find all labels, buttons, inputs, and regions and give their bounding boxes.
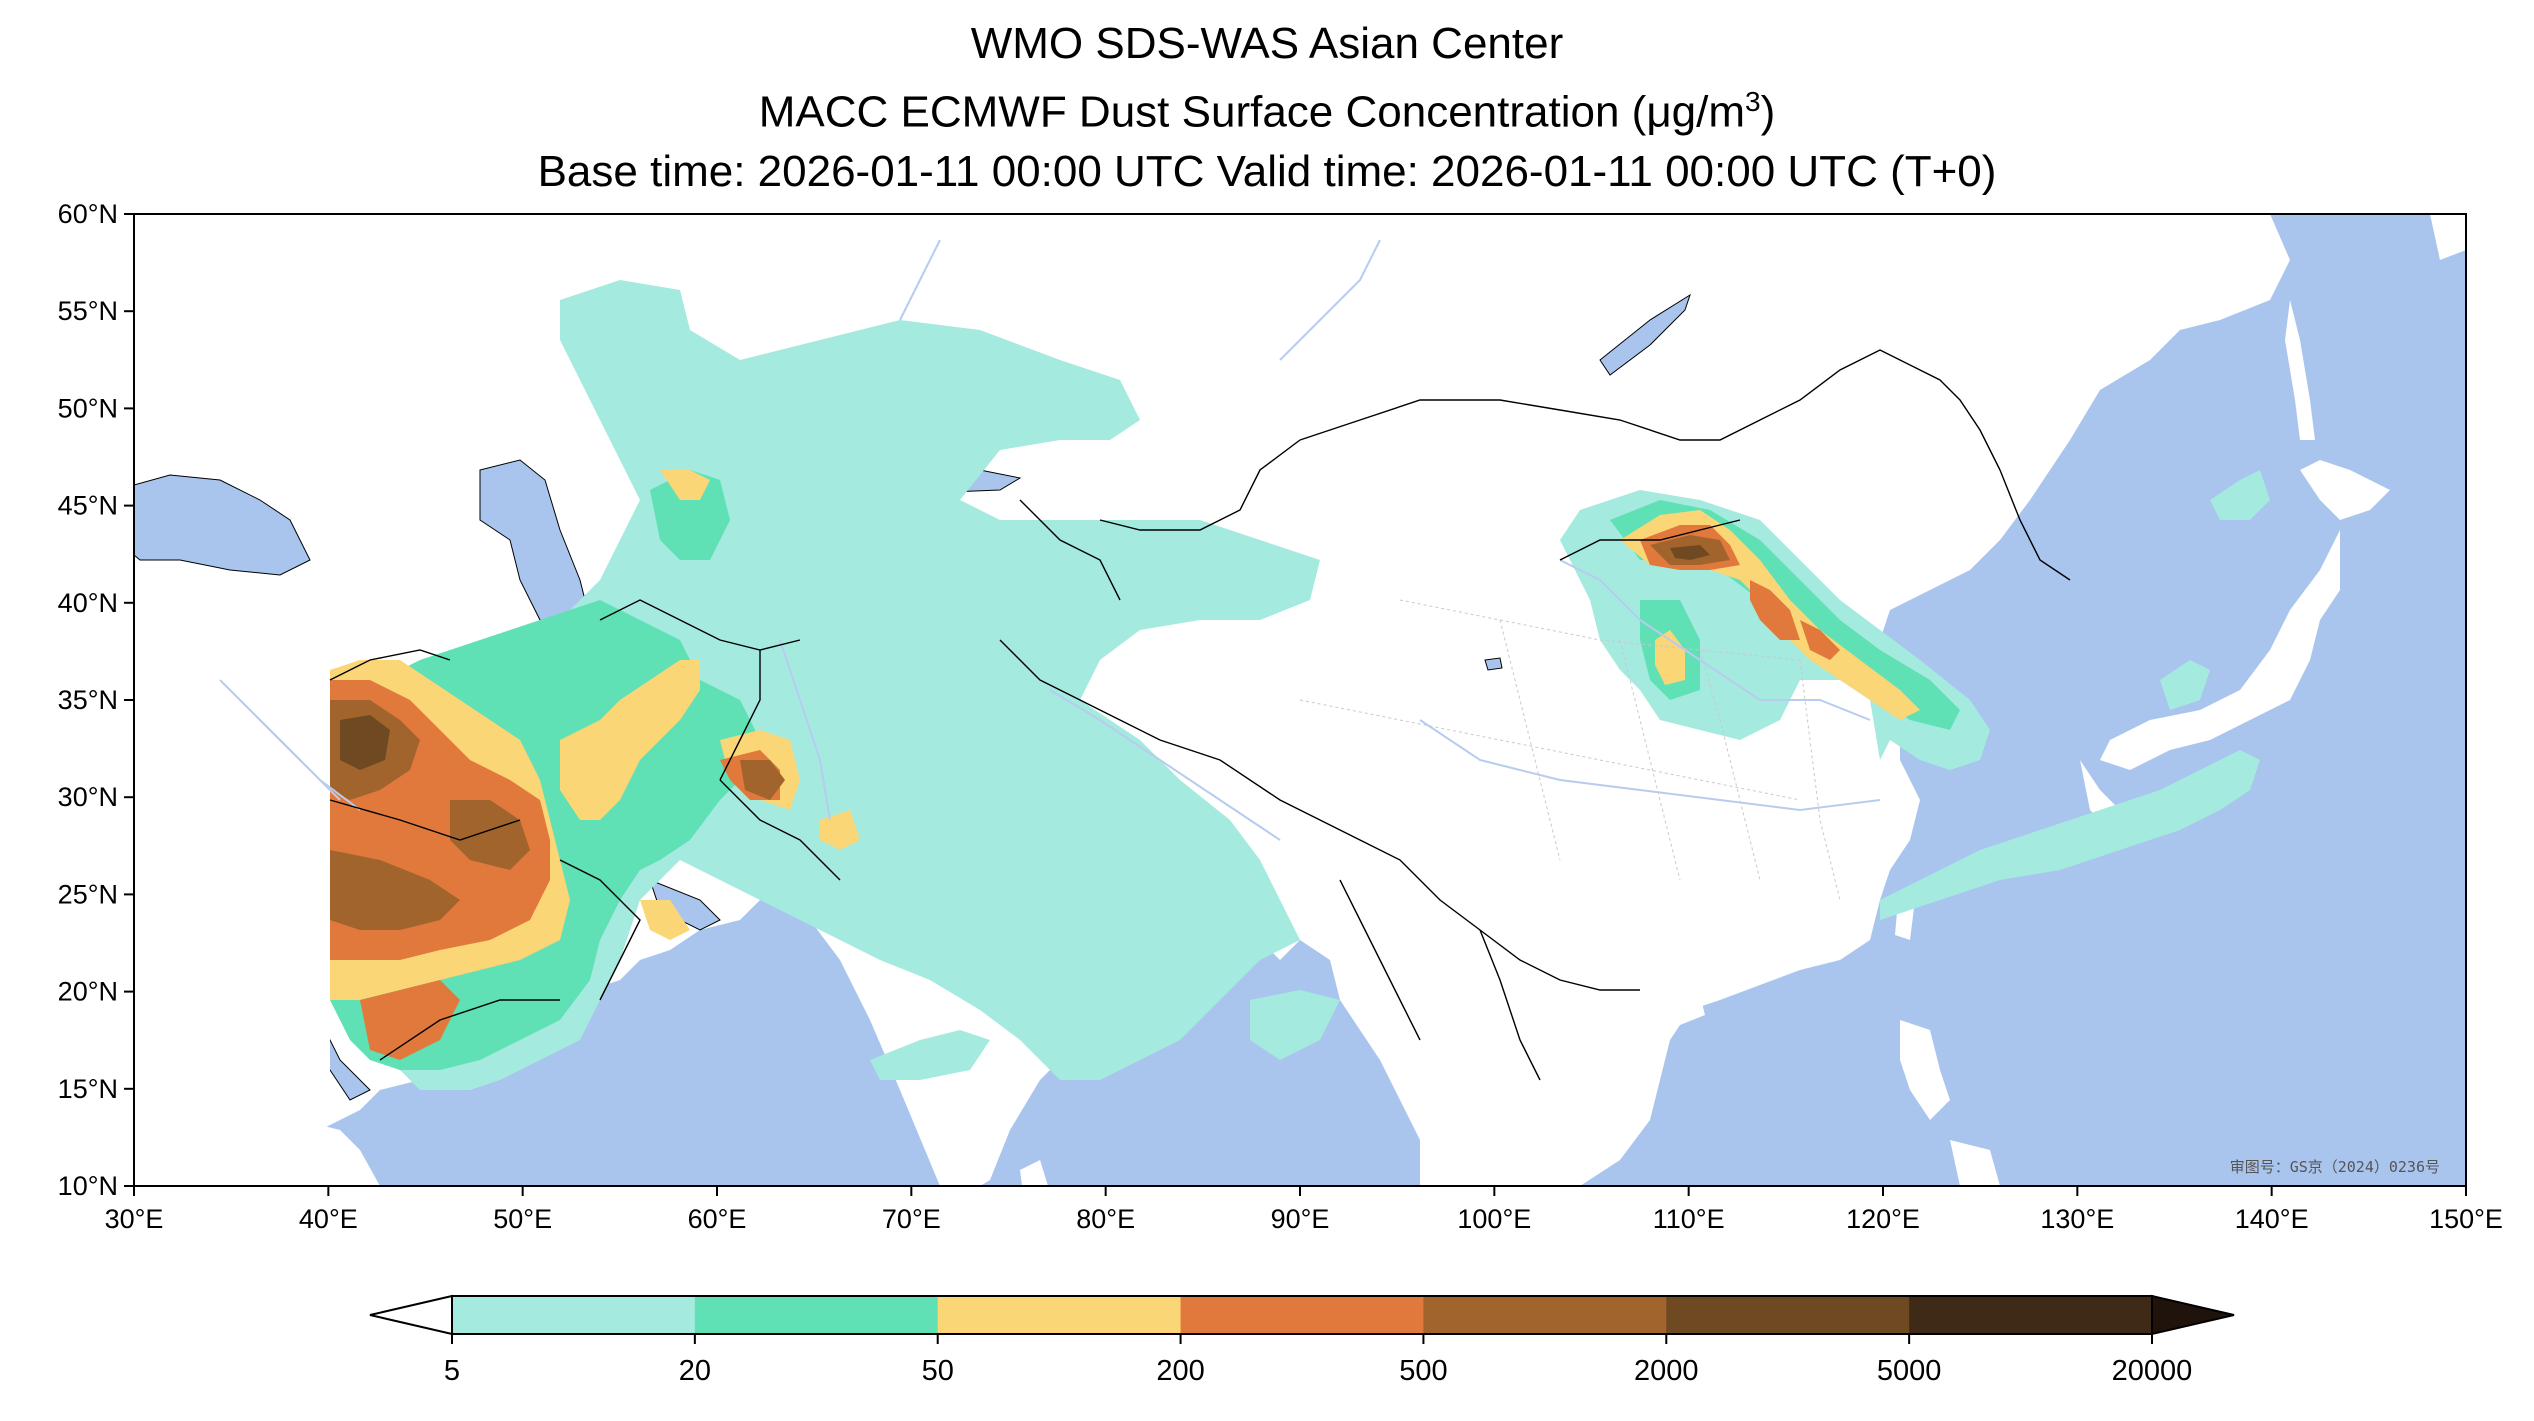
lon-tick-label: 90°E: [1271, 1204, 1330, 1234]
colorbar-level-label: 50: [922, 1355, 954, 1387]
lat-tick-label: 15°N: [58, 1074, 118, 1104]
lon-tick-label: 70°E: [882, 1204, 941, 1234]
title-2-unit: μg/m: [1646, 87, 1746, 137]
latitude-axis: 60°N 55°N 50°N 45°N 40°N 35°N 30°N 25°N 20°N 15°N…: [58, 199, 134, 1201]
japan-honshu: [2100, 530, 2340, 770]
lat-tick-label: 60°N: [58, 199, 118, 229]
lon-tick-label: 110°E: [1653, 1204, 1725, 1234]
africa-horn: [134, 1000, 380, 1186]
colorbar-level-label: 20000: [2112, 1355, 2193, 1387]
map-area: [134, 214, 2466, 1186]
rivers: [219, 239, 1881, 841]
lon-tick-label: 50°E: [493, 1204, 552, 1234]
lat-tick-label: 55°N: [58, 296, 118, 326]
title-2-prefix: MACC ECMWF Dust Surface Concentration (: [758, 87, 1647, 137]
kamchatka: [2430, 214, 2466, 260]
colorbar-bin: [452, 1296, 696, 1334]
colorbar-bin: [937, 1296, 1182, 1334]
lat-tick-label: 35°N: [58, 685, 118, 715]
lat-tick-label: 30°N: [58, 782, 118, 812]
country-borders: [329, 349, 2071, 1081]
colorbar-bin: [1423, 1296, 1667, 1334]
colorbar: 5 20 50 200 500 2000 5000 20000: [369, 1294, 2235, 1387]
colorbar-level-label: 500: [1399, 1355, 1447, 1387]
black-sea: [134, 474, 311, 576]
lon-tick-label: 80°E: [1076, 1204, 1135, 1234]
colorbar-over-extension: [2151, 1294, 2235, 1336]
lat-tick-label: 25°N: [58, 879, 118, 909]
japan-hokkaido: [2300, 460, 2390, 520]
lat-tick-label: 50°N: [58, 393, 118, 423]
chart-title-line-1: WMO SDS-WAS Asian Center: [970, 19, 1564, 68]
hainan: [1670, 995, 1705, 1025]
chart-title-line-2: MACC ECMWF Dust Surface Concentration (μ…: [0, 88, 2534, 135]
colorbar-under-extension: [369, 1294, 453, 1336]
sakhalin: [2285, 300, 2315, 440]
lon-tick-label: 60°E: [688, 1204, 747, 1234]
approval-number: 审图号：GS京（2024）0236号: [2230, 1158, 2440, 1176]
lon-tick-label: 40°E: [299, 1204, 358, 1234]
lon-tick-label: 150°E: [2429, 1204, 2503, 1234]
philippines-south: [1950, 1140, 2000, 1186]
colorbar-level-label: 2000: [1634, 1355, 1699, 1387]
lat-tick-label: 45°N: [58, 491, 118, 521]
dust-field: [134, 280, 2270, 1090]
colorbar-level-label: 200: [1156, 1355, 1204, 1387]
title-2-suffix: ): [1760, 87, 1776, 137]
colorbar-level-label: 5000: [1877, 1355, 1942, 1387]
colorbar-bin: [1180, 1296, 1424, 1334]
colorbar-bin: [1909, 1296, 2153, 1334]
colorbar-bin: [1666, 1296, 1910, 1334]
province-boundaries: [1299, 599, 1841, 901]
sri-lanka: [1020, 1160, 1048, 1186]
lon-tick-label: 130°E: [2040, 1204, 2114, 1234]
qinghai-lake: [1484, 657, 1503, 671]
domain-edge-mask-2: [134, 620, 180, 1090]
colorbar-frame: [451, 1295, 2153, 1335]
lon-tick-label: 100°E: [1457, 1204, 1531, 1234]
lat-tick-label: 40°N: [58, 588, 118, 618]
lat-tick-label: 10°N: [58, 1171, 118, 1201]
colorbar-level-label: 20: [679, 1355, 711, 1387]
colorbar-bin: [694, 1296, 939, 1334]
lake-baikal: [1599, 293, 1691, 376]
title-2-superscript: 3: [1745, 86, 1761, 117]
lon-tick-label: 140°E: [2235, 1204, 2309, 1234]
lat-tick-label: 20°N: [58, 977, 118, 1007]
dust-level-2000-5000: [340, 545, 1710, 770]
colorbar-level-label: 5: [444, 1355, 460, 1387]
chart-title-line-3: Base time: 2026-01-11 00:00 UTC Valid ti…: [537, 147, 1997, 196]
lon-tick-label: 30°E: [105, 1204, 164, 1234]
longitude-axis: 30°E 40°E 50°E 60°E 70°E 80°E 90°E 100°E 110°E 12…: [105, 1186, 2503, 1234]
lon-tick-label: 120°E: [1846, 1204, 1920, 1234]
philippines-luzon: [1900, 1020, 1950, 1120]
